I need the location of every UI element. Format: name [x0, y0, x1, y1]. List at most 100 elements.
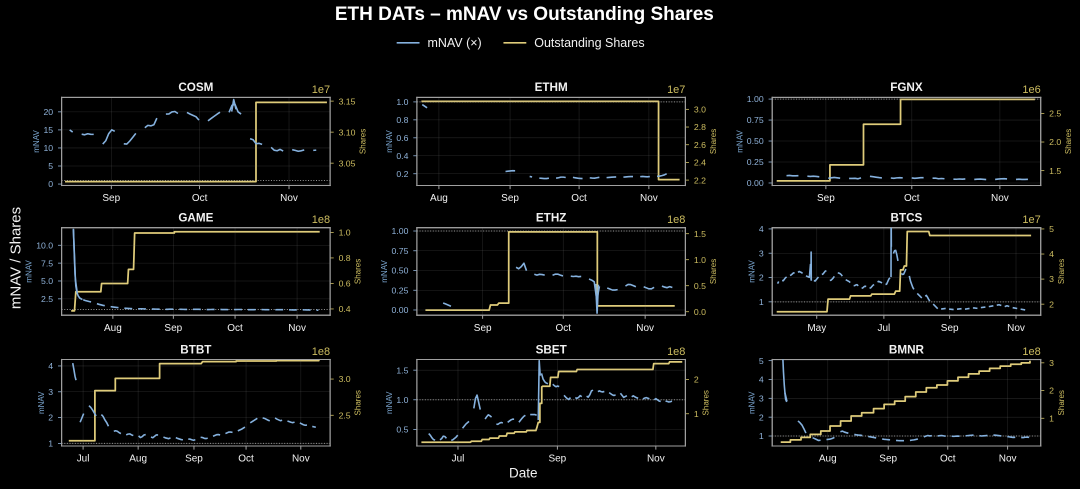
svg-text:Shares: Shares: [1057, 259, 1066, 284]
svg-text:4: 4: [759, 375, 764, 385]
svg-text:1.0: 1.0: [396, 97, 408, 107]
svg-text:Sep: Sep: [102, 193, 120, 204]
svg-text:mNAV (×): mNAV (×): [427, 36, 481, 50]
svg-text:Shares: Shares: [1064, 129, 1073, 154]
svg-text:0.4: 0.4: [396, 151, 408, 161]
svg-text:Sep: Sep: [164, 323, 182, 334]
svg-text:3.15: 3.15: [339, 96, 356, 106]
svg-text:2: 2: [1049, 299, 1054, 309]
svg-text:Sep: Sep: [185, 454, 203, 465]
svg-text:Oct: Oct: [904, 193, 920, 204]
svg-text:0.50: 0.50: [392, 266, 409, 276]
svg-text:Oct: Oct: [238, 454, 254, 465]
svg-text:ETHZ: ETHZ: [536, 211, 567, 224]
svg-text:0.6: 0.6: [396, 133, 408, 143]
svg-text:5: 5: [48, 161, 53, 171]
svg-text:mNAV: mNAV: [37, 391, 46, 414]
svg-text:Shares: Shares: [709, 259, 718, 284]
svg-text:BTBT: BTBT: [180, 343, 212, 356]
svg-text:1: 1: [48, 439, 53, 449]
svg-text:0.00: 0.00: [392, 305, 409, 315]
svg-text:2.4: 2.4: [694, 158, 706, 168]
svg-text:1: 1: [694, 409, 699, 419]
svg-text:2.2: 2.2: [694, 175, 706, 185]
svg-text:2: 2: [759, 412, 764, 422]
svg-text:1.0: 1.0: [694, 255, 706, 265]
svg-text:4: 4: [48, 361, 53, 371]
svg-text:GAME: GAME: [178, 211, 213, 224]
svg-text:mNAV: mNAV: [747, 391, 756, 414]
svg-text:COSM: COSM: [178, 81, 213, 94]
svg-text:mNAV: mNAV: [380, 260, 389, 283]
svg-text:1.5: 1.5: [694, 229, 706, 239]
svg-text:ETHM: ETHM: [535, 81, 568, 94]
svg-text:Nov: Nov: [280, 193, 298, 204]
svg-text:1.00: 1.00: [392, 226, 409, 236]
svg-text:1e8: 1e8: [667, 214, 685, 226]
svg-text:1: 1: [759, 297, 764, 307]
svg-text:1: 1: [759, 431, 764, 441]
svg-text:2.8: 2.8: [694, 122, 706, 132]
svg-text:1e8: 1e8: [312, 346, 330, 358]
svg-text:Sep: Sep: [501, 193, 519, 204]
svg-text:4: 4: [759, 224, 764, 234]
svg-text:1e7: 1e7: [312, 84, 330, 96]
svg-text:mNAV: mNAV: [32, 130, 41, 153]
svg-text:Oct: Oct: [192, 193, 208, 204]
svg-text:1.0: 1.0: [339, 228, 351, 238]
svg-text:3.05: 3.05: [339, 158, 356, 168]
svg-text:Nov: Nov: [288, 323, 306, 334]
svg-text:0.8: 0.8: [396, 115, 408, 125]
svg-text:2.0: 2.0: [1049, 137, 1061, 147]
svg-text:3.0: 3.0: [694, 104, 706, 114]
svg-text:2: 2: [694, 375, 699, 385]
svg-text:Shares: Shares: [354, 390, 363, 415]
svg-text:2.5: 2.5: [339, 410, 351, 420]
svg-text:mNAV: mNAV: [735, 130, 744, 153]
svg-text:4: 4: [1049, 249, 1054, 259]
svg-text:20: 20: [43, 107, 53, 117]
svg-text:Nov: Nov: [292, 454, 310, 465]
svg-text:0.75: 0.75: [392, 246, 409, 256]
svg-text:ETH DATs – mNAV vs Outstanding: ETH DATs – mNAV vs Outstanding Shares: [335, 4, 714, 25]
svg-text:10: 10: [43, 143, 53, 153]
svg-text:1e8: 1e8: [312, 214, 330, 226]
svg-text:3.10: 3.10: [339, 127, 356, 137]
svg-text:0.25: 0.25: [747, 157, 764, 167]
svg-text:2.5: 2.5: [1049, 109, 1061, 119]
svg-text:0.2: 0.2: [396, 169, 408, 179]
svg-text:Oct: Oct: [940, 454, 956, 465]
svg-text:Oct: Oct: [227, 323, 243, 334]
svg-text:0.75: 0.75: [747, 115, 764, 125]
svg-text:Aug: Aug: [430, 193, 448, 204]
svg-text:BTCS: BTCS: [891, 211, 923, 224]
svg-text:2: 2: [759, 273, 764, 283]
svg-text:1.5: 1.5: [396, 365, 408, 375]
svg-text:3: 3: [759, 393, 764, 403]
svg-text:0.6: 0.6: [339, 279, 351, 289]
svg-text:1e6: 1e6: [1022, 84, 1040, 96]
svg-text:mNAV / Shares: mNAV / Shares: [7, 207, 24, 309]
svg-text:Jul: Jul: [77, 454, 90, 465]
svg-text:Shares: Shares: [354, 259, 363, 284]
svg-text:Date: Date: [509, 465, 538, 480]
svg-text:2.5: 2.5: [41, 294, 53, 304]
svg-text:3.0: 3.0: [339, 374, 351, 384]
svg-text:mNAV: mNAV: [385, 130, 394, 153]
svg-text:Oct: Oct: [571, 193, 587, 204]
svg-text:0.4: 0.4: [339, 304, 351, 314]
svg-text:7.5: 7.5: [41, 258, 53, 268]
svg-text:0.50: 0.50: [747, 136, 764, 146]
svg-text:mNAV: mNAV: [25, 260, 34, 283]
svg-text:mNAV: mNAV: [385, 391, 394, 414]
svg-text:0.5: 0.5: [396, 425, 408, 435]
svg-text:Sep: Sep: [879, 454, 897, 465]
svg-text:Sep: Sep: [548, 454, 566, 465]
svg-text:1: 1: [1049, 413, 1054, 423]
svg-text:5: 5: [759, 356, 764, 366]
svg-text:mNAV: mNAV: [747, 260, 756, 283]
svg-text:Shares: Shares: [702, 390, 711, 415]
svg-text:Aug: Aug: [819, 454, 837, 465]
svg-text:3: 3: [1049, 274, 1054, 284]
svg-text:Oct: Oct: [555, 323, 571, 334]
